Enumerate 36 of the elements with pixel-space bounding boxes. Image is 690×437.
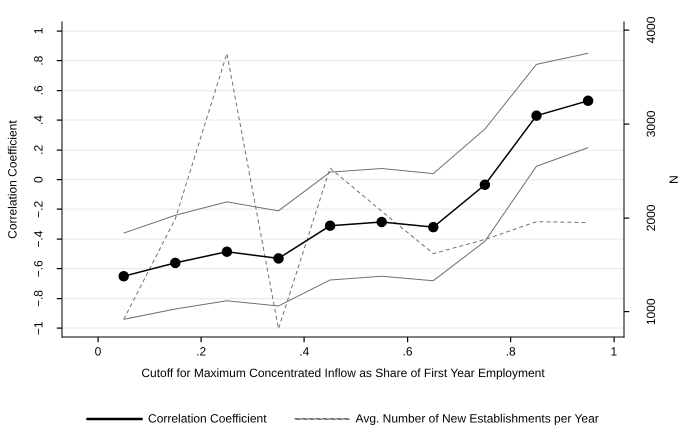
y-tick-label: −.6: [32, 260, 46, 278]
y-tick-label: 0: [32, 176, 46, 183]
point: [222, 246, 232, 257]
y-tick-label: 1: [32, 27, 46, 34]
point: [324, 220, 336, 231]
point: [428, 222, 439, 232]
y-tick-label: .2: [32, 144, 46, 155]
y-tick-label: −.8: [32, 290, 46, 308]
x-tick-label: .2: [196, 344, 206, 359]
y2-axis-title: N: [666, 175, 680, 184]
point: [480, 180, 490, 190]
point: [376, 216, 387, 228]
x-tick-label: .4: [299, 344, 310, 359]
y-tick-label: .4: [32, 114, 46, 126]
x-tick-label: 0: [94, 344, 102, 359]
point: [273, 253, 284, 264]
y-axis-title: Correlation Coefficient: [6, 120, 20, 239]
y-tick-label: .6: [32, 85, 46, 96]
y2-tick-label: 3000: [644, 110, 658, 138]
x-tick-label: .6: [402, 344, 413, 359]
legend-label: Correlation Coefficient: [148, 411, 268, 426]
y2-tick-label: 2000: [644, 204, 658, 232]
point: [531, 110, 542, 121]
y-tick-label: −1: [32, 321, 46, 336]
y2-tick-label: 1000: [644, 298, 658, 326]
x-tick-label: .8: [506, 344, 516, 359]
x-tick-label: 1: [610, 344, 618, 359]
x-axis-title: Cutoff for Maximum Concentrated Inflow as Share of First Year Employment: [141, 366, 546, 380]
point: [582, 96, 594, 106]
point: [170, 258, 181, 268]
legend-label: Avg. Number of New Establishments per Year: [356, 411, 599, 426]
y-tick-label: −.2: [32, 200, 46, 218]
point: [118, 270, 129, 282]
y-tick-label: .8: [32, 55, 46, 66]
y2-tick-label: 4000: [644, 16, 658, 44]
y-tick-label: −.4: [32, 230, 46, 248]
